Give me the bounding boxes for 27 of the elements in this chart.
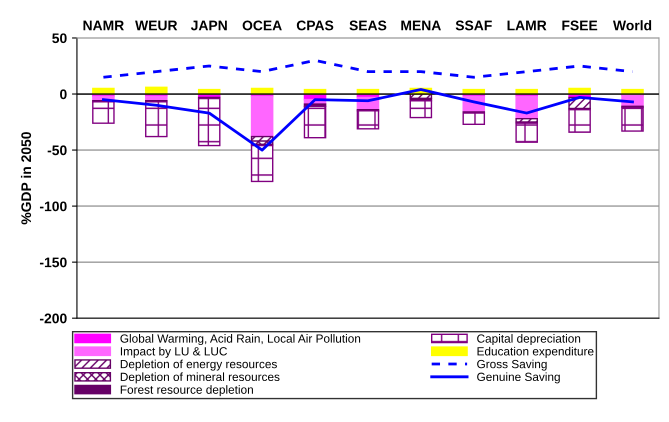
legend-label: Capital depreciation	[477, 334, 580, 346]
x-tick-label: OCEA	[242, 20, 282, 30]
legend-label: Depletion of mineral resources	[120, 372, 280, 384]
y-tick-label: -200	[40, 314, 67, 324]
x-tick-label: LAMR	[508, 20, 546, 30]
legend-label: Depletion of energy resources	[120, 360, 277, 371]
x-tick-label: CPAS	[296, 20, 334, 30]
x-tick-label: MENA	[401, 20, 441, 30]
x-tick-label: NAMR	[83, 20, 124, 30]
legend-label: Gross Saving	[477, 360, 547, 371]
legend-label: Impact by LU & LUC	[120, 346, 227, 358]
legend-label: Education expenditure	[478, 346, 594, 358]
x-tick-label: JAPN	[190, 20, 227, 30]
x-tick-label: WEUR	[135, 20, 178, 30]
y-tick-label: -100	[40, 201, 67, 212]
x-tick-label: World	[612, 20, 652, 30]
y-axis-title: %GDP in 2050	[20, 132, 32, 224]
y-tick-label: -50	[48, 145, 67, 156]
x-tick-label: SEAS	[349, 20, 386, 30]
legend-label: Forest resource depletion	[120, 385, 253, 396]
legend-label: Global Warming, Acid Rain, Local Air Pollution	[120, 334, 360, 346]
y-tick-label: 0	[60, 89, 67, 100]
legend-label: Genuine Saving	[477, 372, 560, 384]
x-tick-label: FSEE	[562, 20, 598, 30]
y-tick-label: 50	[52, 33, 67, 44]
x-tick-label: SSAF	[456, 20, 492, 30]
y-tick-label: -150	[40, 257, 67, 268]
